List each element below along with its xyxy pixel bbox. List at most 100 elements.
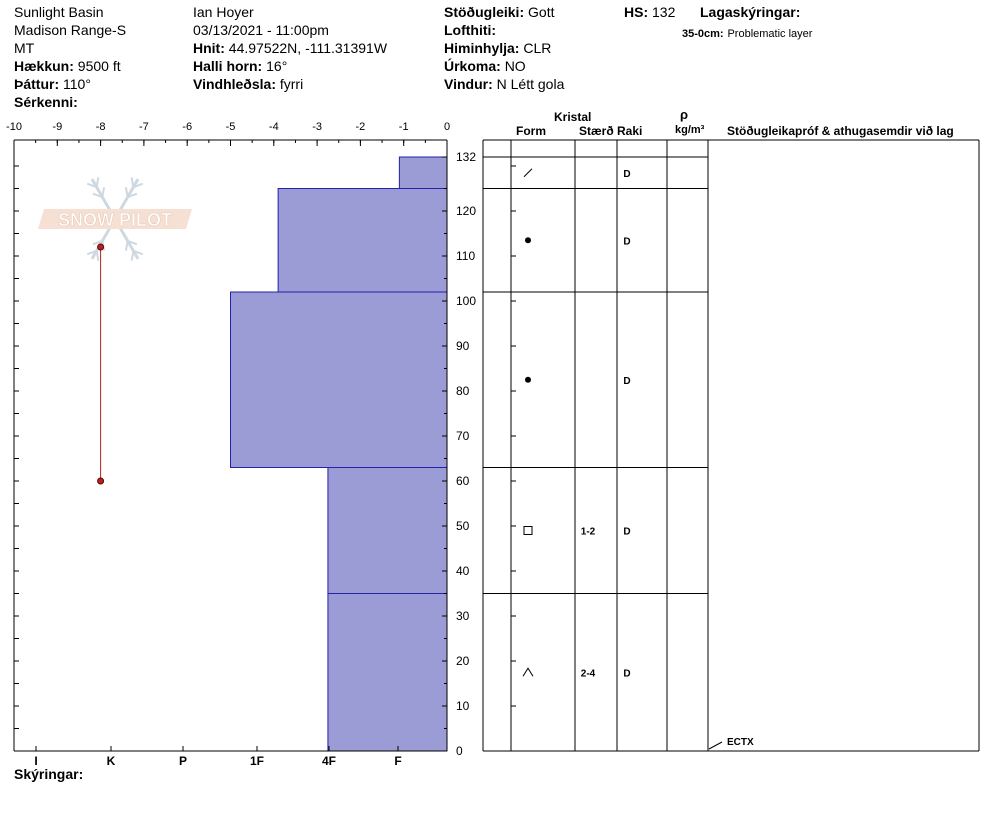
- air-temp-field: Lofthiti:: [444, 22, 496, 38]
- range-name: Madison Range-S: [14, 22, 127, 38]
- elevation-value: 9500 ft: [77, 58, 121, 74]
- hs-label: HS:: [624, 4, 649, 20]
- depth-tick-label: 110: [456, 249, 475, 263]
- hardness-layer-bar: [277, 188, 448, 293]
- coords-value: 44.97522N, -111.31391W: [228, 40, 388, 56]
- temp-tick-label: -5: [226, 121, 236, 133]
- moisture-value: D: [623, 376, 630, 387]
- depth-tick-label: 60: [456, 474, 470, 488]
- snowflake-branch: [95, 177, 100, 188]
- snowpilot-logo: SNOW PILOT: [38, 177, 192, 261]
- coords-label: Hnit:: [193, 40, 225, 56]
- grain-form-slash-icon: [523, 168, 533, 178]
- layer-note-depth: 35-0cm:: [682, 28, 724, 40]
- elevation-label: Hækkun:: [14, 58, 74, 74]
- temperature-point: [97, 243, 105, 251]
- sky-label: Himinhylja:: [444, 40, 520, 56]
- logo-banner: [38, 209, 192, 229]
- observation-datetime: 03/13/2021 - 11:00pm: [193, 22, 329, 38]
- layer-notes-label: Lagaskýringar:: [700, 4, 801, 20]
- temp-tick-label: -8: [96, 121, 106, 133]
- layer-note: 35-0cm: Problematic layer: [682, 24, 812, 41]
- hardness-layer-bar: [230, 291, 448, 468]
- stability-label: Stöðugleiki:: [444, 4, 525, 20]
- temp-tick-label: -10: [6, 121, 22, 133]
- depth-tick-label: 20: [456, 654, 470, 668]
- density-unit-header: kg/m³: [675, 124, 705, 136]
- depth-tick-label: 80: [456, 384, 470, 398]
- tests-header: Stöðugleikapróf & athugasemdir við lag: [727, 124, 954, 138]
- wind-label: Vindur:: [444, 76, 493, 92]
- snowflake-branch: [86, 249, 97, 256]
- features-field: Sérkenni:: [14, 94, 78, 110]
- snowflake-branch: [133, 249, 144, 256]
- layer-note-text: Problematic layer: [727, 28, 813, 40]
- depth-tick-label: 40: [456, 564, 470, 578]
- temp-tick-label: -2: [356, 121, 366, 133]
- moisture-value: D: [623, 527, 630, 538]
- precip-label: Úrkoma:: [444, 58, 501, 74]
- temp-tick-label: -3: [312, 121, 322, 133]
- hardness-label: K: [107, 754, 116, 768]
- temp-tick-label: 0: [444, 121, 450, 133]
- location-name: Sunlight Basin: [14, 4, 104, 20]
- kristal-header: Kristal: [554, 110, 592, 124]
- hardness-label: F: [394, 754, 401, 768]
- slope-value: 16°: [266, 58, 288, 74]
- stability-value: Gott: [528, 4, 555, 20]
- temperature-point: [97, 477, 105, 485]
- features-label: Sérkenni:: [14, 94, 78, 110]
- grain-form-dot-icon: [525, 237, 531, 244]
- snowflake-branch: [92, 192, 103, 199]
- wind-loading-value: fyrri: [279, 76, 304, 92]
- snowflake-branch: [124, 240, 129, 251]
- temp-tick-label: -9: [52, 121, 62, 133]
- temp-tick-label: -7: [139, 121, 149, 133]
- moisture-value: D: [623, 668, 630, 679]
- hardness-label: P: [179, 754, 187, 768]
- snowflake-branch: [92, 239, 103, 246]
- snowflake-branch: [127, 192, 138, 199]
- grain-size: 2-4: [581, 668, 596, 679]
- snowflake-branch: [127, 239, 138, 246]
- grain-form-square-icon: [523, 526, 533, 535]
- hardness-layer-bar: [398, 156, 448, 189]
- depth-tick-label: 100: [456, 294, 476, 308]
- wind-value: N Létt gola: [496, 76, 565, 92]
- sky-value: CLR: [523, 40, 552, 56]
- temp-tick-label: -6: [182, 121, 192, 133]
- legend-label: Skýringar:: [14, 766, 84, 782]
- stability-test-label: ECTX: [727, 737, 754, 748]
- precip-field: Úrkoma: NO: [444, 58, 526, 74]
- hardness-layer-bar: [327, 593, 448, 752]
- snowflake-branch: [133, 182, 144, 189]
- depth-tick-label: 120: [456, 204, 476, 218]
- elevation-field: Hækkun: 9500 ft: [14, 58, 121, 74]
- stability-field: Stöðugleiki: Gott: [444, 4, 554, 20]
- temp-tick-label: -1: [399, 121, 409, 133]
- snowflake-branch: [130, 250, 135, 261]
- depth-tick-label: 50: [456, 519, 470, 533]
- sky-field: Himinhylja: CLR: [444, 40, 551, 56]
- aspect-label: Þáttur:: [14, 76, 60, 92]
- moisture-value: D: [623, 236, 630, 247]
- wind-field: Vindur: N Létt gola: [444, 76, 564, 92]
- snowflake-branch: [124, 187, 129, 198]
- aspect-field: Þáttur: 110°: [14, 76, 91, 92]
- slope-label: Halli horn:: [193, 58, 263, 74]
- depth-tick-label: 0: [456, 744, 463, 758]
- coords-field: Hnit: 44.97522N, -111.31391W: [193, 40, 387, 56]
- logo-text: SNOW PILOT: [58, 210, 172, 230]
- wind-loading-field: Vindhleðsla: fyrri: [193, 76, 303, 92]
- hardness-layer-bar: [327, 467, 448, 594]
- observer-name: Ian Hoyer: [193, 4, 254, 20]
- test-pointer-line: [708, 741, 723, 750]
- snowflake-branch: [101, 187, 106, 198]
- temp-tick-label: -4: [269, 121, 279, 133]
- snowflake-branch: [86, 182, 97, 189]
- form-header: Form: [516, 124, 546, 138]
- hardness-label: I: [34, 754, 37, 768]
- grain-form-caret-icon: [522, 667, 534, 677]
- air-temp-label: Lofthiti:: [444, 22, 497, 38]
